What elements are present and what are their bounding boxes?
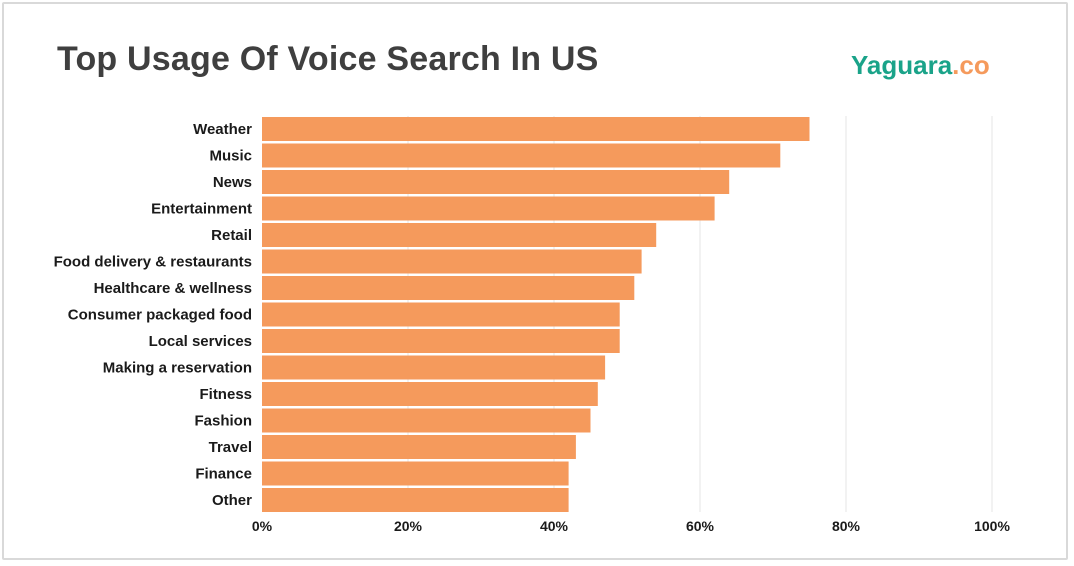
- x-tick-label: 80%: [832, 518, 861, 534]
- category-label: News: [213, 174, 252, 191]
- category-label: Other: [212, 492, 252, 509]
- bar-entertainment: [262, 196, 715, 221]
- category-labels: Weather Music News Entertainment Retail Food …: [54, 121, 253, 509]
- bar-travel: [262, 435, 576, 459]
- bar-weather: [262, 117, 810, 141]
- bars: [262, 117, 810, 512]
- x-tick-label: 60%: [686, 518, 715, 534]
- category-label: Healthcare & wellness: [94, 280, 252, 297]
- x-tick-label: 20%: [394, 518, 423, 534]
- category-label: Weather: [193, 121, 252, 138]
- chart-title: Top Usage Of Voice Search In US: [57, 40, 599, 78]
- x-tick-label: 100%: [974, 518, 1010, 534]
- bar-retail: [262, 223, 657, 247]
- category-label: Making a reservation: [103, 360, 252, 377]
- x-tick-label: 40%: [540, 518, 569, 534]
- category-label: Fashion: [194, 413, 252, 430]
- bar-finance: [262, 461, 569, 486]
- category-label: Consumer packaged food: [68, 307, 252, 324]
- bar-making-a-reservation: [262, 355, 606, 380]
- category-label: Food delivery & restaurants: [54, 254, 252, 271]
- x-tick-labels: 0% 20% 40% 60% 80% 100%: [252, 518, 1011, 534]
- category-label: Travel: [209, 439, 252, 456]
- bar-food-delivery-restaurants: [262, 249, 642, 274]
- category-label: Music: [209, 148, 252, 165]
- bar-other: [262, 488, 569, 512]
- bar-fashion: [262, 408, 591, 433]
- x-tick-label: 0%: [252, 518, 273, 534]
- bar-fitness: [262, 382, 598, 406]
- bar-consumer-packaged-food: [262, 302, 620, 327]
- category-label: Local services: [149, 333, 252, 350]
- brand-name: Yaguara: [851, 50, 953, 80]
- brand-logo: Yaguara.co: [851, 50, 990, 81]
- bar-local-services: [262, 329, 620, 353]
- category-label: Entertainment: [151, 201, 252, 218]
- bar-news: [262, 170, 730, 194]
- bar-healthcare-wellness: [262, 276, 635, 300]
- category-label: Finance: [195, 466, 252, 483]
- category-label: Retail: [211, 227, 252, 244]
- category-label: Fitness: [199, 386, 252, 403]
- bar-music: [262, 143, 781, 168]
- brand-suffix: .co: [952, 50, 990, 80]
